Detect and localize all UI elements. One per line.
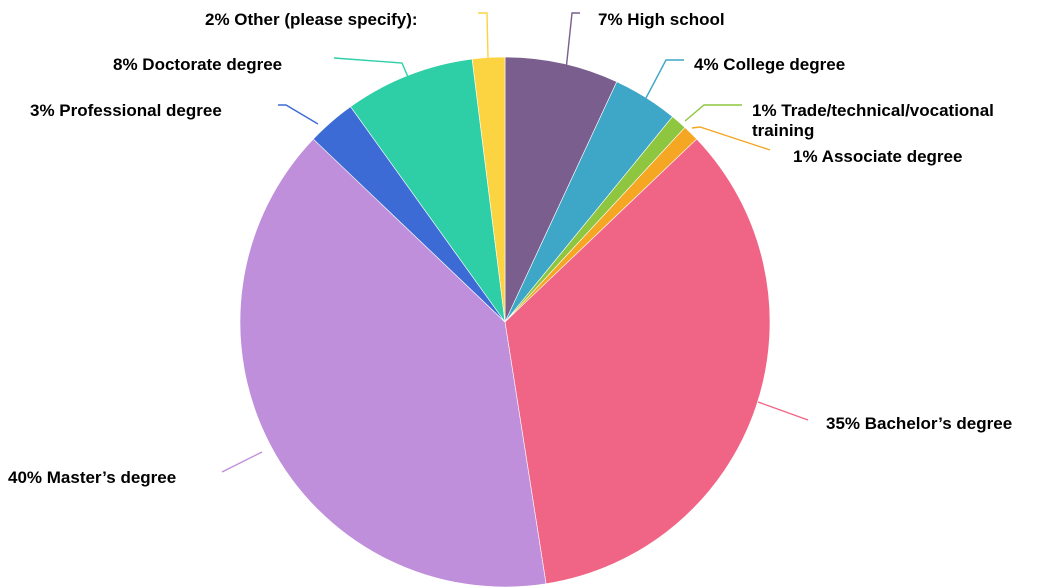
slice-label-line: 7% High school [598,10,725,29]
slice-label-high-school: 7% High school [598,10,725,29]
slice-label-line: training [752,121,814,140]
slice-label-line: 1% Trade/technical/vocational [752,101,994,120]
leader-line-master-s-degree [221,451,263,473]
slice-labels: 7% High school 4% College degree 1% Trade/… [8,10,1012,487]
slice-label-line: 1% Associate degree [793,147,962,166]
leader-line-doctorate-degree [333,57,409,78]
slice-label-line: 3% Professional degree [30,101,222,120]
slice-label-professional-degree: 3% Professional degree [30,101,222,120]
pie-slice-doctorate-degree [350,58,506,323]
slice-label-line: 35% Bachelor’s degree [826,414,1012,433]
slice-label-college-degree: 4% College degree [694,55,845,74]
pie-slice-high-school [504,56,618,323]
leader-line-high-school [565,12,580,71]
leader-line-trade-technical-vocational-training [684,104,742,122]
slice-label-trade-technical-vocational-training: 1% Trade/technical/vocational training [752,101,994,140]
pie-slices [239,56,771,587]
slice-label-line: 4% College degree [694,55,845,74]
slice-label-line: 2% Other (please specify): [205,10,418,29]
slice-label-associate-degree: 1% Associate degree [793,147,962,166]
slice-label-line: 8% Doctorate degree [113,55,282,74]
slice-label-line: 40% Master’s degree [8,468,176,487]
leader-line-other-please-specify [478,12,489,59]
leader-line-college-degree [645,59,684,99]
slice-label-doctorate-degree: 8% Doctorate degree [113,55,282,74]
slice-label-master-s-degree: 40% Master’s degree [8,468,176,487]
slice-label-other-please-specify: 2% Other (please specify): [205,10,418,29]
leader-line-professional-degree [278,104,319,125]
pie-slice-bachelor-s-degree [504,138,771,585]
leader-lines [221,12,809,473]
leader-line-associate-degree [691,126,771,151]
slice-label-bachelor-s-degree: 35% Bachelor’s degree [826,414,1012,433]
pie-slice-master-s-degree [239,138,547,587]
leader-line-bachelor-s-degree [757,401,809,421]
